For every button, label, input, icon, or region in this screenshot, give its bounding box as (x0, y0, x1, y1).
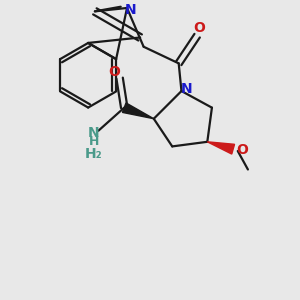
Text: O: O (108, 65, 120, 79)
Polygon shape (122, 103, 154, 119)
Text: N: N (88, 127, 100, 140)
Text: H₂: H₂ (85, 147, 103, 161)
Text: H: H (88, 135, 99, 148)
Polygon shape (207, 142, 235, 154)
Text: O: O (193, 21, 205, 35)
Text: N: N (181, 82, 193, 96)
Text: N: N (125, 3, 136, 17)
Text: O: O (236, 143, 248, 157)
